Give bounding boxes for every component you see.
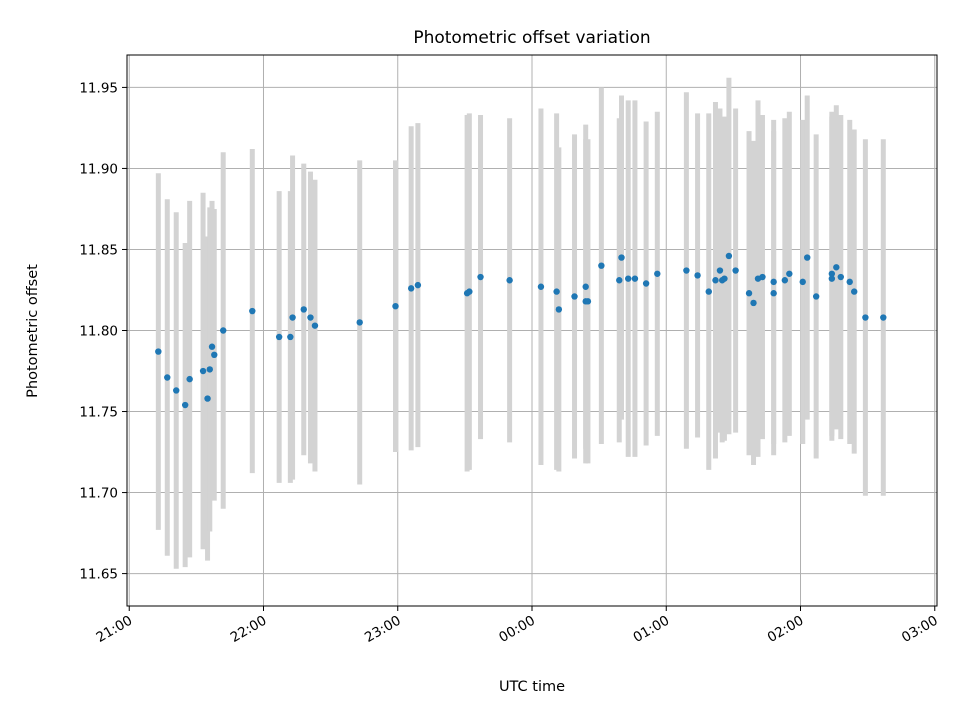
data-point (759, 273, 766, 281)
data-point (716, 267, 724, 274)
data-point (275, 333, 283, 341)
data-point (625, 275, 632, 282)
data-point (208, 343, 216, 350)
y-tick-label: 11.75 (79, 405, 118, 421)
data-point (862, 314, 869, 321)
data-point (582, 283, 589, 290)
y-axis: 11.65 11.70 11.75 11.80 11.85 11.90 11.95 (79, 80, 127, 583)
data-point (851, 288, 858, 295)
data-point (311, 322, 319, 329)
data-point (781, 277, 789, 284)
data-point (584, 298, 592, 305)
y-tick-label: 11.95 (79, 80, 118, 96)
data-point (249, 307, 256, 315)
y-tick-label: 11.85 (79, 242, 118, 258)
data-point (616, 277, 623, 284)
data-point (770, 278, 777, 286)
data-point (705, 288, 712, 295)
data-point (846, 278, 853, 286)
data-point (799, 278, 806, 286)
y-tick-label: 11.80 (79, 324, 118, 340)
data-point (199, 367, 207, 375)
data-point (828, 275, 836, 282)
data-point (356, 319, 363, 326)
chart-title: Photometric offset variation (413, 28, 650, 48)
data-point (694, 272, 701, 279)
data-point (555, 306, 563, 313)
data-point (631, 275, 639, 282)
data-point (712, 277, 719, 284)
y-tick-label: 11.90 (79, 161, 118, 177)
data-point (392, 302, 399, 310)
x-axis-label: UTC time (499, 679, 565, 695)
data-point (164, 374, 171, 381)
data-point (732, 267, 739, 274)
data-point (598, 262, 605, 269)
data-point (477, 273, 484, 281)
data-point (289, 314, 296, 321)
data-point (786, 270, 793, 277)
data-point (683, 267, 690, 274)
data-point (287, 333, 294, 341)
data-point (414, 281, 422, 289)
data-point (828, 270, 836, 277)
data-point (571, 293, 578, 300)
data-point (407, 285, 415, 292)
data-point (155, 348, 162, 355)
data-point (307, 314, 314, 321)
data-point (506, 277, 513, 284)
data-point (553, 288, 560, 295)
data-point (300, 306, 307, 313)
data-point (750, 299, 757, 307)
data-point (654, 270, 661, 277)
data-point (181, 401, 189, 409)
data-point (721, 275, 728, 282)
y-tick-label: 11.70 (79, 486, 118, 502)
data-point (642, 280, 650, 287)
data-point (220, 327, 227, 334)
y-axis-label: Photometric offset (25, 264, 41, 398)
data-point (812, 293, 820, 300)
data-point (745, 290, 753, 297)
data-point (804, 254, 811, 261)
data-point (466, 288, 473, 295)
data-point (833, 264, 840, 271)
y-tick-label: 11.65 (79, 567, 118, 583)
data-point (211, 351, 218, 359)
data-points (155, 252, 887, 409)
data-point (186, 375, 193, 383)
data-point (618, 254, 625, 261)
data-point (173, 387, 180, 394)
data-point (725, 252, 733, 260)
data-point (537, 283, 545, 290)
data-point (204, 395, 211, 402)
data-point (837, 273, 844, 281)
data-point (206, 366, 213, 373)
data-point (880, 314, 887, 321)
data-point (770, 290, 777, 297)
